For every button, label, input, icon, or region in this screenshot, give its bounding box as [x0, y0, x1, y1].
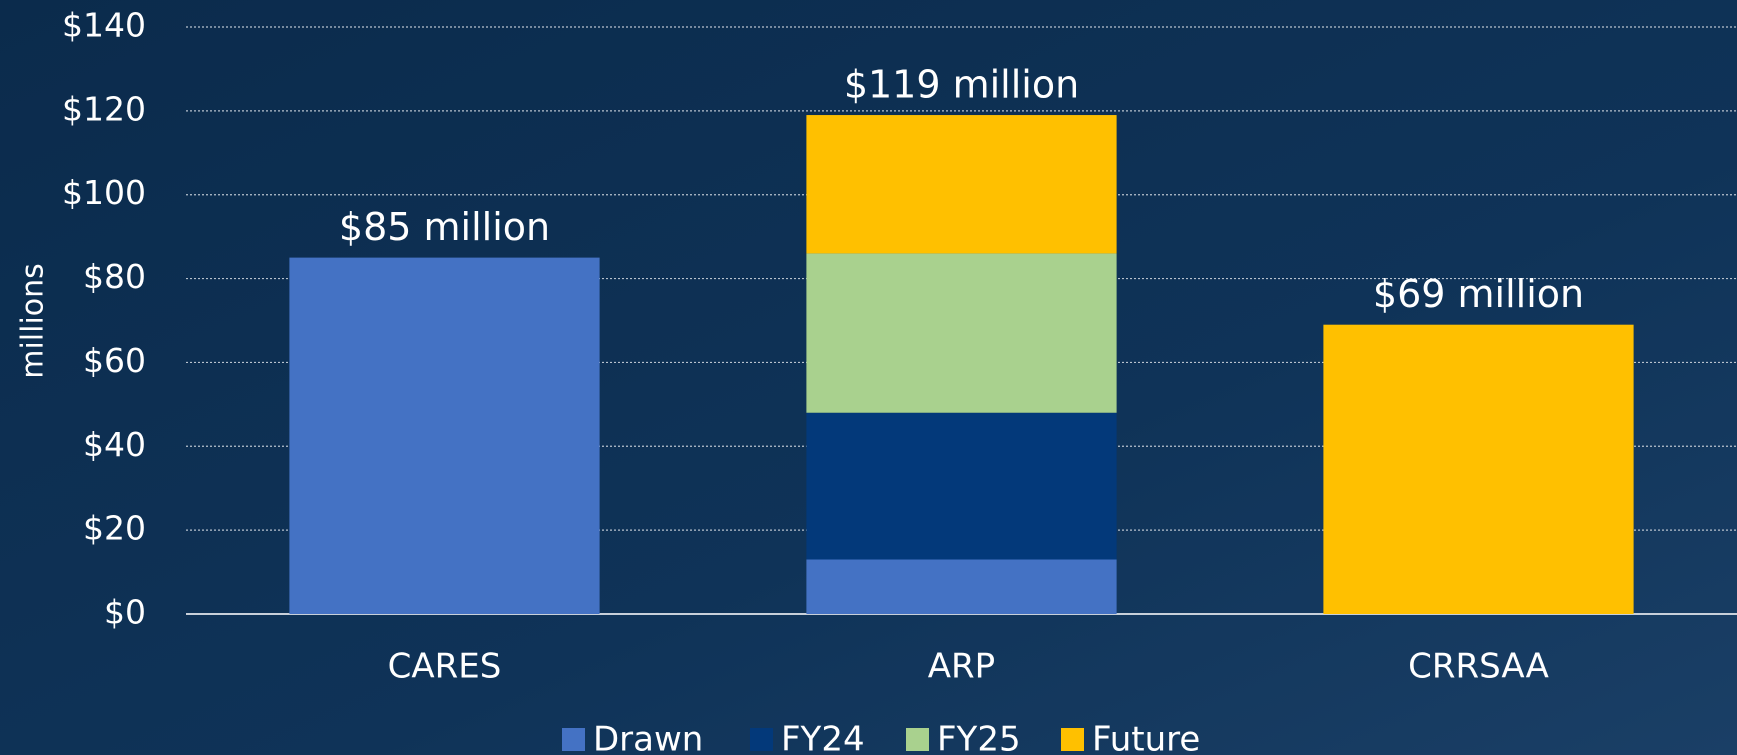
bar-segment: [806, 412, 1117, 560]
legend-label: Future: [1092, 720, 1200, 755]
legend-label: FY24: [781, 720, 865, 755]
y-tick-label: $20: [83, 509, 146, 548]
y-tick-label: $40: [83, 425, 146, 464]
x-tick-label: CRRSAA: [1408, 647, 1549, 687]
y-tick-label: $100: [62, 173, 146, 212]
total-label: $85 million: [339, 205, 550, 249]
y-axis-label: millions: [16, 263, 51, 379]
legend-swatch: [562, 728, 585, 751]
bar-segment: [806, 115, 1117, 254]
legend-swatch: [1061, 728, 1084, 751]
total-label: $69 million: [1373, 272, 1584, 316]
legend-swatch: [906, 728, 929, 751]
total-label: $119 million: [844, 63, 1079, 107]
bar-segment: [1323, 324, 1634, 614]
y-tick-label: $140: [62, 6, 146, 45]
legend-label: FY25: [937, 720, 1021, 755]
bar-segment: [806, 253, 1117, 413]
bar-segment: [289, 257, 600, 614]
y-tick-label: $0: [104, 593, 146, 632]
legend-label: Drawn: [593, 720, 703, 755]
bar-segment: [806, 559, 1117, 614]
legend-swatch: [750, 728, 773, 751]
x-tick-label: CARES: [388, 647, 502, 687]
y-tick-label: $80: [83, 257, 146, 296]
y-tick-label: $120: [62, 89, 146, 128]
y-tick-label: $60: [83, 341, 146, 380]
x-tick-label: ARP: [928, 647, 995, 687]
